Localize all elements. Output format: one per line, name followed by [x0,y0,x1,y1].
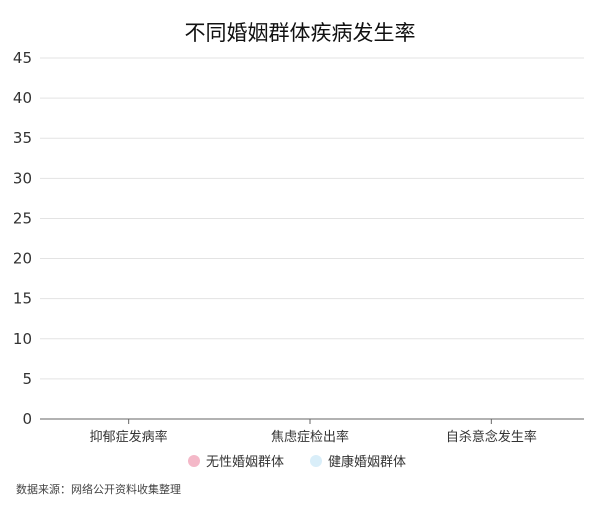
x-axis: 抑郁症发病率 焦虑症检出率 自杀意念发生率 [90,419,537,445]
y-tick-label: 25 [13,209,32,227]
source-note: 数据来源：网络公开资料收集整理 [16,482,181,496]
x-tick-label: 自杀意念发生率 [446,429,537,445]
y-tick-label: 35 [13,129,32,147]
y-tick-label: 30 [13,169,32,187]
legend-marker-0 [188,455,200,467]
legend-label-1[interactable]: 健康婚姻群体 [328,454,406,470]
legend-marker-1 [310,455,322,467]
y-tick-label: 45 [13,49,32,67]
chart-title: 不同婚姻群体疾病发生率 [185,21,416,45]
x-tick-label: 抑郁症发病率 [90,429,168,445]
y-tick-label: 0 [22,410,32,428]
y-tick-label: 15 [13,290,32,308]
legend-label-0[interactable]: 无性婚姻群体 [206,455,284,470]
y-tick-label: 20 [13,250,32,268]
y-tick-label: 10 [13,330,32,348]
gridlines [40,57,584,380]
legend: 无性婚姻群体 健康婚姻群体 [188,454,406,470]
y-axis: 0 5 10 15 20 25 30 35 40 45 [13,49,32,428]
x-tick-label: 焦虑症检出率 [271,429,349,445]
y-tick-label: 40 [13,89,32,107]
y-tick-label: 5 [22,370,32,388]
